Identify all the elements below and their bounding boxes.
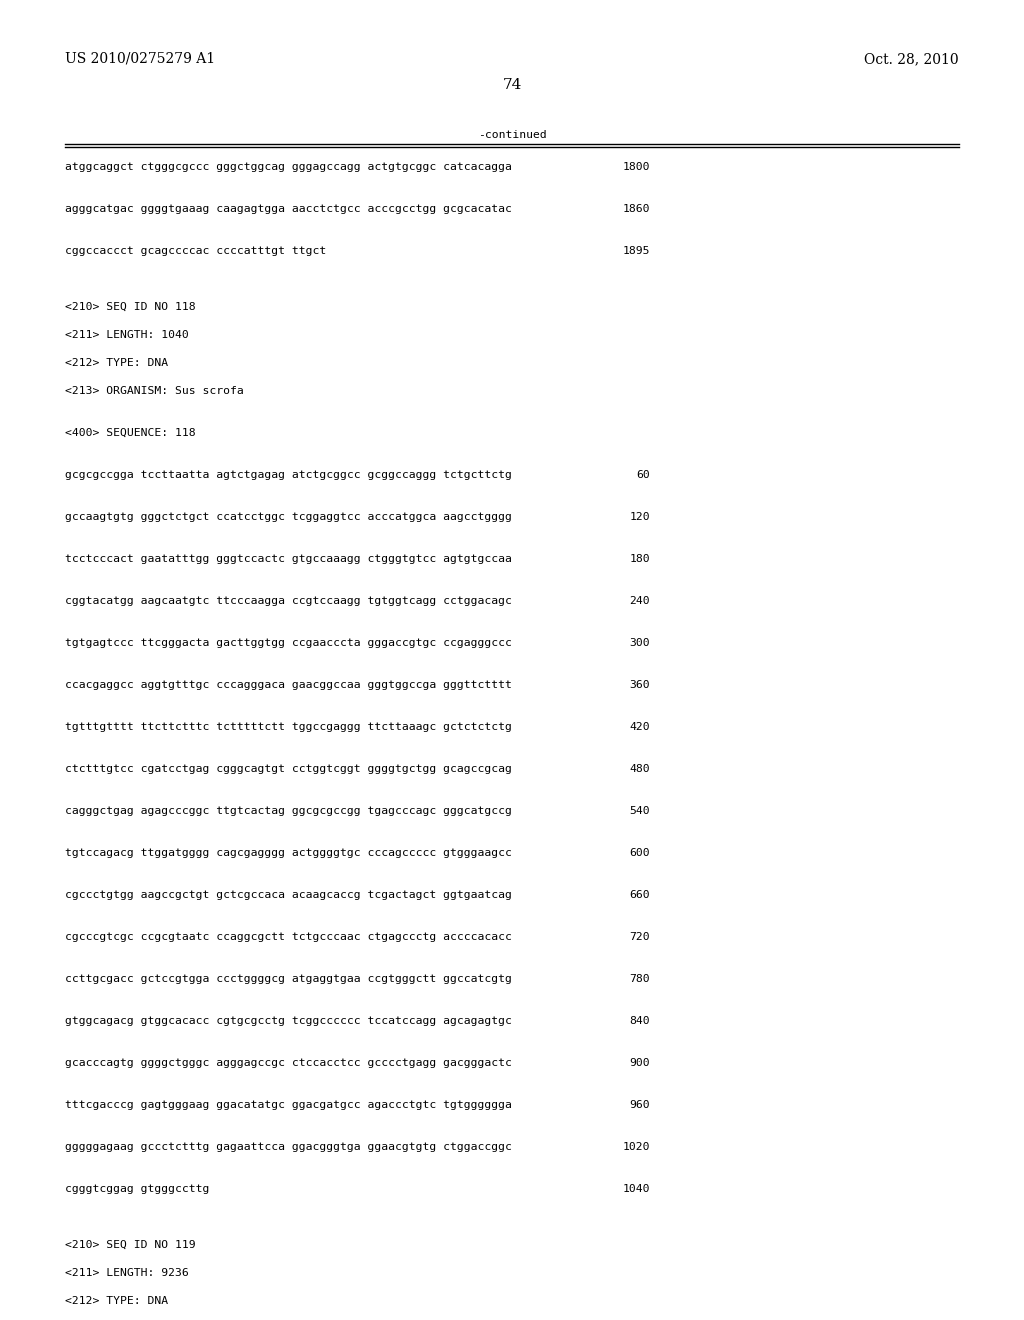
Text: 1895: 1895 — [623, 246, 650, 256]
Text: <210> SEQ ID NO 118: <210> SEQ ID NO 118 — [65, 302, 196, 312]
Text: 120: 120 — [630, 512, 650, 521]
Text: agggcatgac ggggtgaaag caagagtgga aacctctgcc acccgcctgg gcgcacatac: agggcatgac ggggtgaaag caagagtgga aacctct… — [65, 205, 512, 214]
Text: 780: 780 — [630, 974, 650, 983]
Text: atggcaggct ctgggcgccc gggctggcag gggagccagg actgtgcggc catcacagga: atggcaggct ctgggcgccc gggctggcag gggagcc… — [65, 162, 512, 172]
Text: 240: 240 — [630, 597, 650, 606]
Text: ctctttgtcc cgatcctgag cgggcagtgt cctggtcggt ggggtgctgg gcagccgcag: ctctttgtcc cgatcctgag cgggcagtgt cctggtc… — [65, 764, 512, 774]
Text: <212> TYPE: DNA: <212> TYPE: DNA — [65, 358, 168, 368]
Text: tgtccagacg ttggatgggg cagcgagggg actggggtgc cccagccccc gtgggaagcc: tgtccagacg ttggatgggg cagcgagggg actgggg… — [65, 847, 512, 858]
Text: 1860: 1860 — [623, 205, 650, 214]
Text: 480: 480 — [630, 764, 650, 774]
Text: cagggctgag agagcccggc ttgtcactag ggcgcgccgg tgagcccagc gggcatgccg: cagggctgag agagcccggc ttgtcactag ggcgcgc… — [65, 807, 512, 816]
Text: cgcccgtcgc ccgcgtaatc ccaggcgctt tctgcccaac ctgagccctg accccacacc: cgcccgtcgc ccgcgtaatc ccaggcgctt tctgccc… — [65, 932, 512, 942]
Text: cggtacatgg aagcaatgtc ttcccaagga ccgtccaagg tgtggtcagg cctggacagc: cggtacatgg aagcaatgtc ttcccaagga ccgtcca… — [65, 597, 512, 606]
Text: cgccctgtgg aagccgctgt gctcgccaca acaagcaccg tcgactagct ggtgaatcag: cgccctgtgg aagccgctgt gctcgccaca acaagca… — [65, 890, 512, 900]
Text: 540: 540 — [630, 807, 650, 816]
Text: gggggagaag gccctctttg gagaattcca ggacgggtga ggaacgtgtg ctggaccggc: gggggagaag gccctctttg gagaattcca ggacggg… — [65, 1142, 512, 1152]
Text: cggccaccct gcagccccac ccccatttgt ttgct: cggccaccct gcagccccac ccccatttgt ttgct — [65, 246, 327, 256]
Text: 60: 60 — [636, 470, 650, 480]
Text: <213> ORGANISM: Sus scrofa: <213> ORGANISM: Sus scrofa — [65, 385, 244, 396]
Text: gcacccagtg ggggctgggc agggagccgc ctccacctcc gcccctgagg gacgggactc: gcacccagtg ggggctgggc agggagccgc ctccacc… — [65, 1059, 512, 1068]
Text: 420: 420 — [630, 722, 650, 733]
Text: tgtgagtccc ttcgggacta gacttggtgg ccgaacccta gggaccgtgc ccgagggccc: tgtgagtccc ttcgggacta gacttggtgg ccgaacc… — [65, 638, 512, 648]
Text: gccaagtgtg gggctctgct ccatcctggc tcggaggtcc acccatggca aagcctgggg: gccaagtgtg gggctctgct ccatcctggc tcggagg… — [65, 512, 512, 521]
Text: tcctcccact gaatatttgg gggtccactc gtgccaaagg ctgggtgtcc agtgtgccaa: tcctcccact gaatatttgg gggtccactc gtgccaa… — [65, 554, 512, 564]
Text: gtggcagacg gtggcacacc cgtgcgcctg tcggcccccc tccatccagg agcagagtgc: gtggcagacg gtggcacacc cgtgcgcctg tcggccc… — [65, 1016, 512, 1026]
Text: <400> SEQUENCE: 118: <400> SEQUENCE: 118 — [65, 428, 196, 438]
Text: <211> LENGTH: 9236: <211> LENGTH: 9236 — [65, 1269, 188, 1278]
Text: <212> TYPE: DNA: <212> TYPE: DNA — [65, 1296, 168, 1305]
Text: -continued: -continued — [477, 129, 547, 140]
Text: 900: 900 — [630, 1059, 650, 1068]
Text: cgggtcggag gtgggccttg: cgggtcggag gtgggccttg — [65, 1184, 209, 1195]
Text: <210> SEQ ID NO 119: <210> SEQ ID NO 119 — [65, 1239, 196, 1250]
Text: 600: 600 — [630, 847, 650, 858]
Text: Oct. 28, 2010: Oct. 28, 2010 — [864, 51, 959, 66]
Text: gcgcgccgga tccttaatta agtctgagag atctgcggcc gcggccaggg tctgcttctg: gcgcgccgga tccttaatta agtctgagag atctgcg… — [65, 470, 512, 480]
Text: 74: 74 — [503, 78, 521, 92]
Text: tttcgacccg gagtgggaag ggacatatgc ggacgatgcc agaccctgtc tgtgggggga: tttcgacccg gagtgggaag ggacatatgc ggacgat… — [65, 1100, 512, 1110]
Text: 660: 660 — [630, 890, 650, 900]
Text: tgtttgtttt ttcttctttc tctttttctt tggccgaggg ttcttaaagc gctctctctg: tgtttgtttt ttcttctttc tctttttctt tggccga… — [65, 722, 512, 733]
Text: 300: 300 — [630, 638, 650, 648]
Text: <211> LENGTH: 1040: <211> LENGTH: 1040 — [65, 330, 188, 341]
Text: US 2010/0275279 A1: US 2010/0275279 A1 — [65, 51, 215, 66]
Text: ccacgaggcc aggtgtttgc cccagggaca gaacggccaa gggtggccga gggttctttt: ccacgaggcc aggtgtttgc cccagggaca gaacggc… — [65, 680, 512, 690]
Text: 960: 960 — [630, 1100, 650, 1110]
Text: ccttgcgacc gctccgtgga ccctggggcg atgaggtgaa ccgtgggctt ggccatcgtg: ccttgcgacc gctccgtgga ccctggggcg atgaggt… — [65, 974, 512, 983]
Text: 720: 720 — [630, 932, 650, 942]
Text: 1040: 1040 — [623, 1184, 650, 1195]
Text: 180: 180 — [630, 554, 650, 564]
Text: 1800: 1800 — [623, 162, 650, 172]
Text: 840: 840 — [630, 1016, 650, 1026]
Text: 1020: 1020 — [623, 1142, 650, 1152]
Text: 360: 360 — [630, 680, 650, 690]
